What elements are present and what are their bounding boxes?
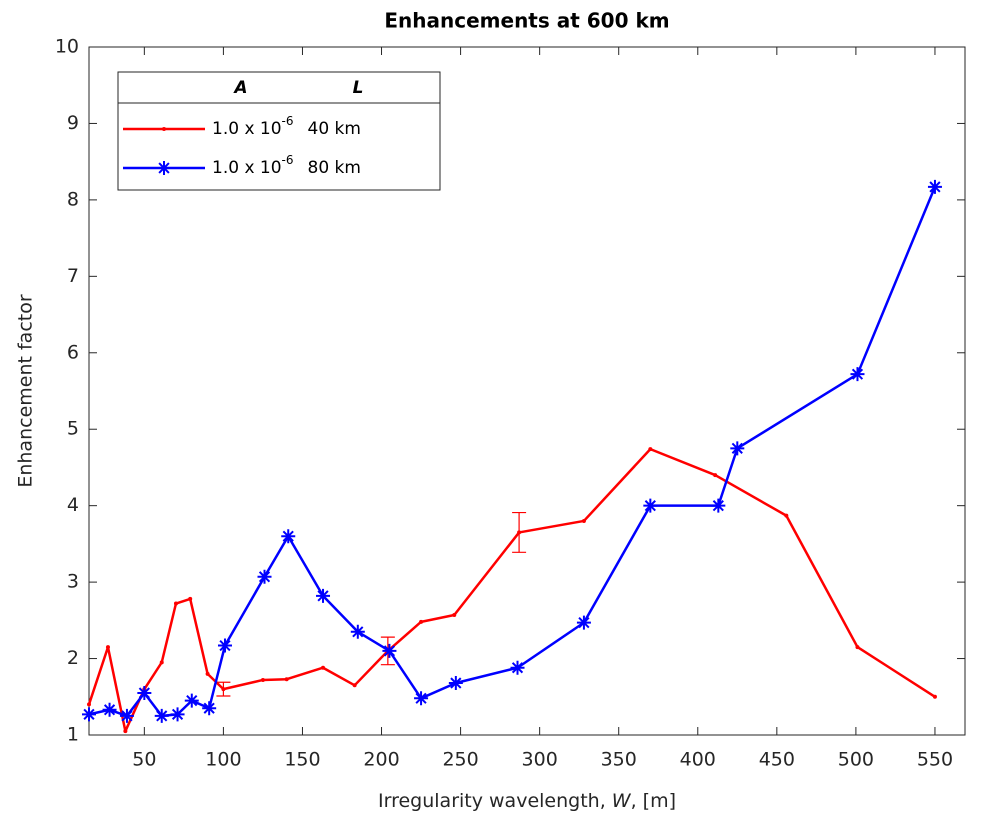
- y-tick-label: 1: [67, 724, 79, 746]
- marker: [419, 619, 424, 624]
- x-tick-label: 400: [680, 749, 716, 771]
- legend-header: L: [353, 78, 364, 98]
- marker: [184, 693, 199, 708]
- x-tick-label: 100: [205, 749, 241, 771]
- marker: [202, 701, 217, 716]
- marker: [157, 161, 171, 175]
- marker: [510, 660, 525, 675]
- marker: [188, 596, 193, 601]
- marker: [932, 694, 937, 699]
- marker: [87, 702, 91, 707]
- marker: [82, 707, 96, 722]
- marker: [713, 473, 718, 478]
- marker: [281, 529, 296, 544]
- marker: [448, 676, 463, 691]
- x-label-symbol: W: [612, 790, 632, 812]
- x-axis-label: Irregularity wavelength, W, [m]: [378, 790, 676, 812]
- marker: [350, 624, 365, 639]
- x-label-text: Irregularity wavelength,: [378, 790, 612, 812]
- marker: [643, 498, 658, 513]
- x-tick-label: 150: [284, 749, 320, 771]
- y-tick-label: 8: [67, 188, 79, 210]
- error-bar: [216, 681, 231, 697]
- legend-box: [117, 71, 441, 191]
- marker: [927, 179, 942, 194]
- marker: [576, 615, 591, 630]
- marker: [784, 513, 789, 518]
- y-tick-label: 9: [67, 112, 79, 134]
- marker: [105, 645, 110, 650]
- y-tick-label: 6: [67, 341, 79, 363]
- y-tick-label: 5: [67, 418, 79, 440]
- marker: [581, 518, 586, 523]
- marker: [382, 643, 397, 658]
- marker: [316, 588, 331, 603]
- legend-amplitude: 1.0 x 10: [212, 158, 282, 178]
- marker: [321, 665, 326, 670]
- legend-exponent: -6: [282, 153, 294, 167]
- x-tick-label: 350: [601, 749, 637, 771]
- x-label-unit: , [m]: [631, 790, 676, 812]
- legend-header: A: [232, 78, 247, 98]
- marker: [730, 441, 745, 456]
- plot-frame: [88, 46, 966, 736]
- legend-amplitude: 1.0 x 10: [212, 119, 282, 139]
- legend-entry: 1.0 x 10-6 40 km: [212, 114, 361, 140]
- marker: [159, 660, 164, 665]
- marker: [137, 685, 152, 700]
- error-bar: [512, 511, 527, 553]
- legend-exponent: -6: [282, 114, 294, 128]
- marker: [123, 729, 128, 734]
- chart-title: Enhancements at 600 km: [384, 9, 669, 33]
- x-tick-label: 450: [759, 749, 795, 771]
- marker: [284, 677, 289, 682]
- x-tick-label: 250: [442, 749, 478, 771]
- marker: [352, 683, 357, 688]
- marker: [173, 601, 178, 606]
- marker: [452, 612, 457, 617]
- marker: [257, 569, 272, 584]
- y-axis-label: Enhancement factor: [15, 294, 37, 487]
- y-tick-label: 2: [67, 647, 79, 669]
- marker: [205, 671, 210, 676]
- legend-scale: 80 km: [308, 158, 361, 178]
- x-tick-label: 200: [363, 749, 399, 771]
- marker: [711, 498, 726, 513]
- marker: [648, 447, 653, 452]
- y-tick-label: 4: [67, 494, 79, 516]
- marker: [855, 645, 860, 650]
- marker: [119, 708, 134, 723]
- y-tick-label: 3: [67, 571, 79, 593]
- x-tick-label: 300: [522, 749, 558, 771]
- marker: [162, 127, 166, 131]
- marker: [102, 702, 117, 717]
- legend-entry: 1.0 x 10-6 80 km: [212, 153, 361, 179]
- marker: [850, 367, 865, 382]
- y-tick-label: 10: [55, 36, 79, 58]
- marker: [154, 708, 169, 723]
- x-tick-label: 500: [838, 749, 874, 771]
- marker: [217, 638, 232, 653]
- marker: [414, 691, 429, 706]
- x-tick-label: 50: [132, 749, 156, 771]
- x-tick-label: 550: [917, 749, 953, 771]
- marker: [260, 677, 265, 682]
- marker: [170, 707, 185, 722]
- legend-scale: 40 km: [308, 119, 361, 139]
- y-tick-label: 7: [67, 265, 79, 287]
